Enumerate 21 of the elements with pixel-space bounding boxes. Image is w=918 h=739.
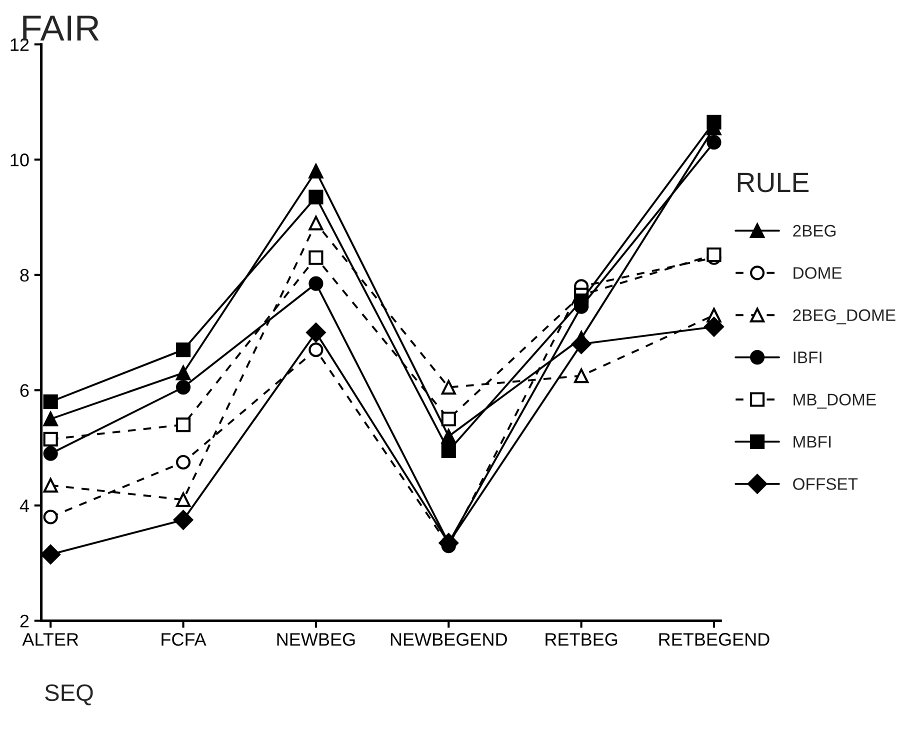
legend-title: RULE (738, 172, 809, 192)
y-tick-label: 8 (20, 268, 29, 282)
legend-label: 2BEG (793, 224, 836, 237)
x-tick-label: RETBEGEND (659, 633, 770, 646)
y-tick-label: 6 (20, 384, 29, 397)
x-tick-label: FCFA (162, 633, 206, 646)
legend-label: OFFSET (793, 478, 858, 490)
y-tick-label: 10 (10, 154, 29, 166)
legend-label: DOME (794, 267, 842, 279)
x-axis-title: SEQ (45, 684, 93, 706)
y-tick-label: 2 (20, 614, 29, 628)
legend-label: MB_DOME (794, 394, 876, 409)
x-tick-label: NEWBEG (277, 633, 355, 646)
y-tick-label: 4 (20, 500, 29, 512)
x-tick-label: RETBEG (546, 633, 618, 646)
chart-title: FAIR (23, 16, 99, 41)
legend-label: MBFI (794, 436, 831, 448)
legend-label: 2BEG_DOME (793, 309, 896, 324)
x-tick-label: ALTER (22, 633, 78, 646)
x-tick-label: NEWBEGEND (390, 633, 507, 646)
legend-label: IBFI (794, 352, 822, 364)
